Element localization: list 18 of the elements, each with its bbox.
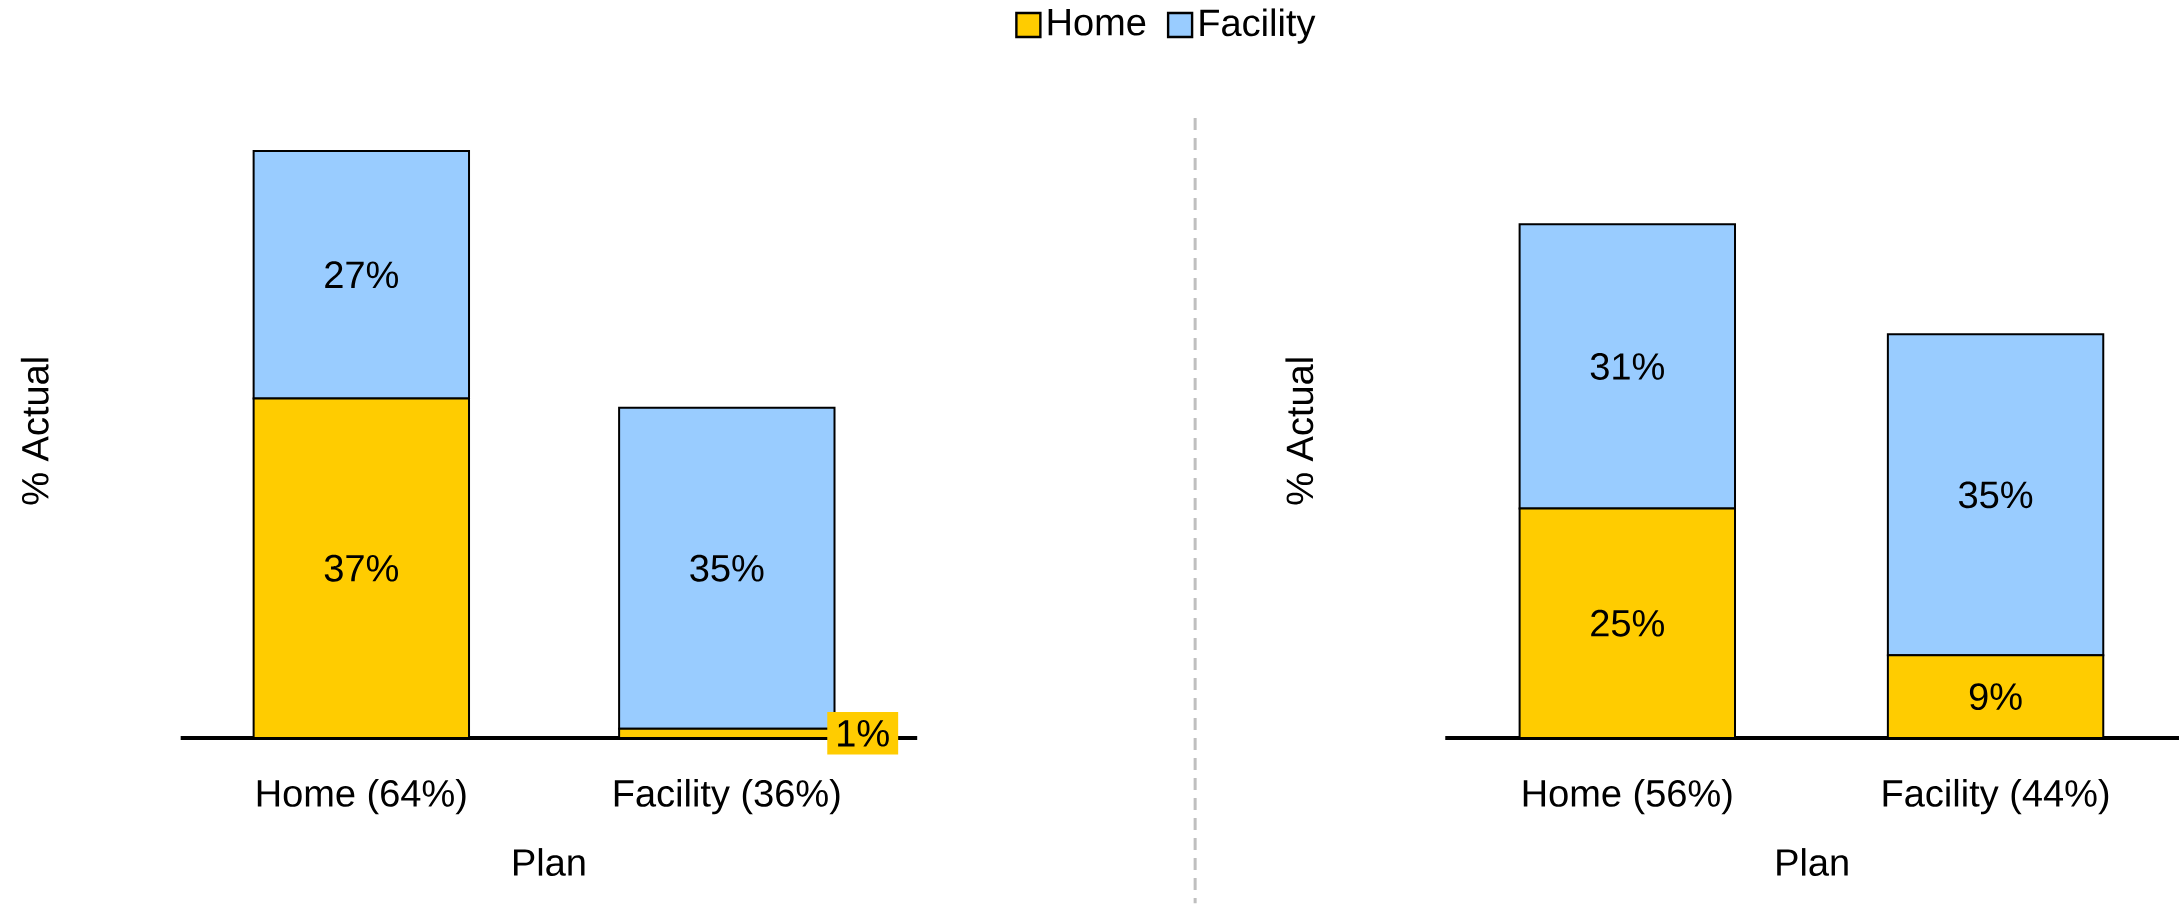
y-axis-title: % Actual — [20, 358, 49, 505]
x-tick-label: Facility (44%) — [1883, 778, 2109, 815]
data-label: 25% — [1591, 609, 1664, 637]
x-tick-label: Facility (36%) — [614, 778, 840, 815]
x-tick-label: Home (64%) — [257, 778, 466, 815]
data-label: 35% — [690, 554, 764, 582]
x-tick-label: Home (56%) — [1523, 778, 1732, 815]
legend-label: Facility — [1200, 8, 1316, 44]
data-label: 27% — [325, 261, 398, 288]
legend-label: Home — [1048, 8, 1146, 36]
y-axis-title: % Actual — [1285, 358, 1314, 505]
x-axis-title: Plan — [1777, 847, 1848, 876]
data-label: 1% — [838, 719, 889, 747]
data-label: 31% — [1590, 352, 1664, 380]
data-label: 37% — [324, 554, 398, 582]
x-axis-title: Plan — [514, 847, 585, 876]
data-label: 35% — [1959, 481, 2033, 509]
data-label: 9% — [1969, 683, 2022, 710]
